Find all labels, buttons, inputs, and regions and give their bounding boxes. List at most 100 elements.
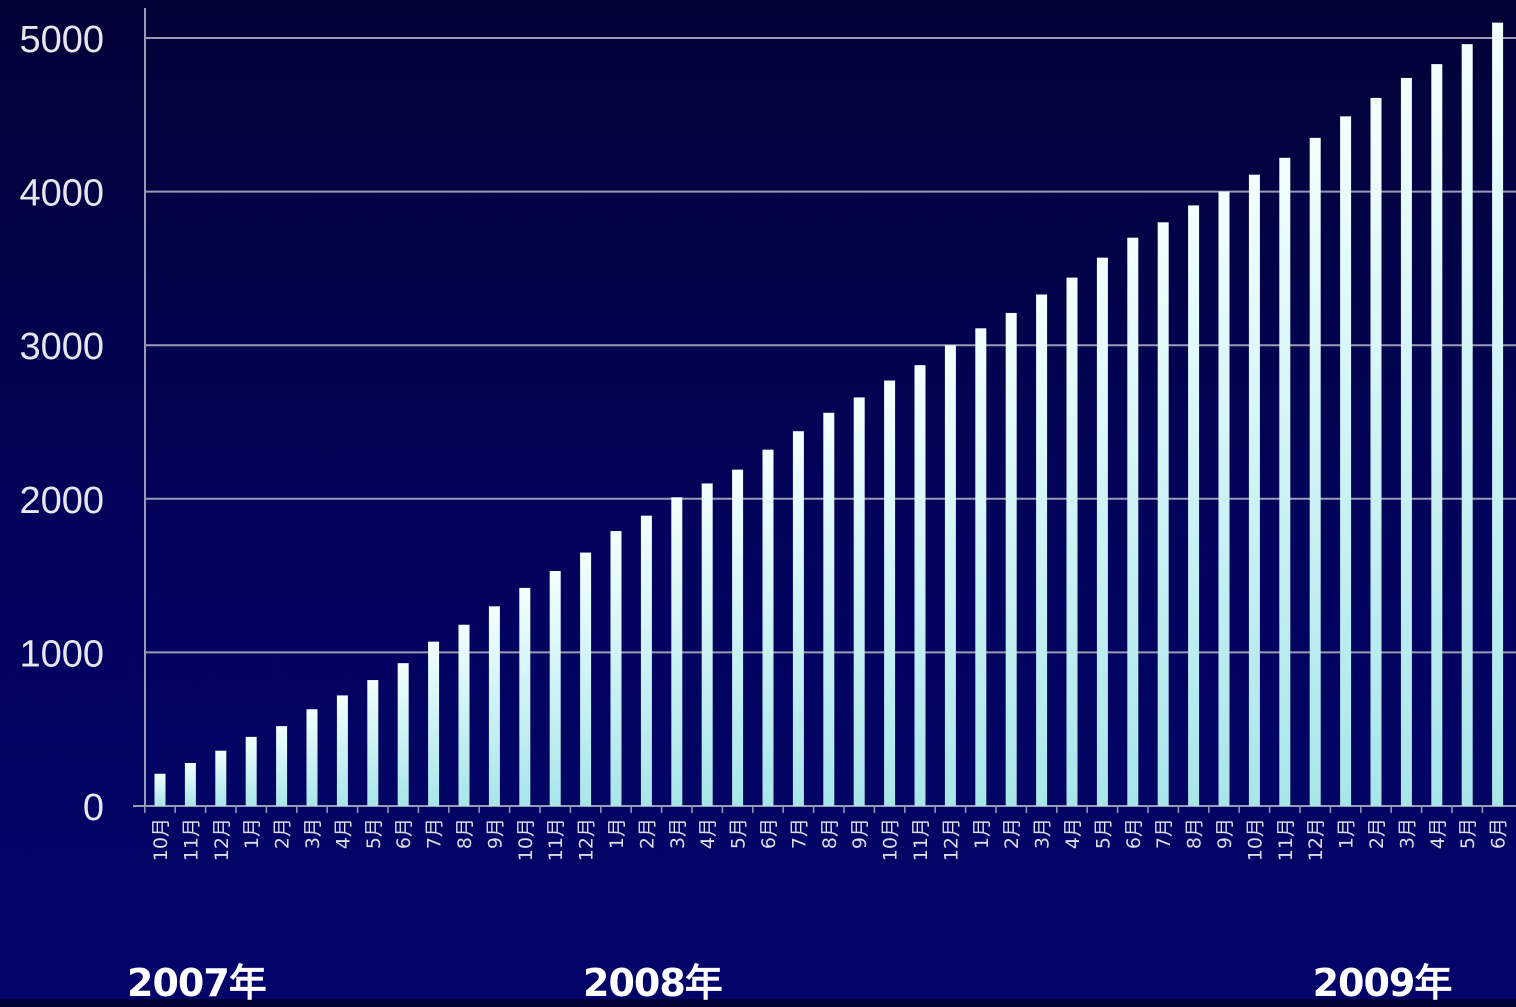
bar [610, 531, 622, 806]
bar [701, 483, 713, 806]
y-tick-label: 4000 [19, 173, 104, 215]
x-tick-label: 12月 [940, 818, 962, 861]
bar [276, 726, 288, 806]
x-tick-label: 11月 [180, 818, 202, 861]
x-tick-label: 10月 [150, 818, 172, 861]
x-tick-label: 5月 [1457, 818, 1479, 849]
x-tick-label: 7月 [424, 818, 446, 849]
bar [762, 449, 774, 806]
bar [1157, 222, 1169, 806]
y-tick-label: 0 [83, 787, 104, 829]
bar [944, 345, 956, 806]
x-tick-label: 4月 [697, 818, 719, 849]
x-tick-label: 11月 [910, 818, 932, 861]
x-tick-label: 1月 [241, 818, 263, 849]
y-tick-label: 1000 [19, 633, 104, 675]
x-tick-label: 11月 [545, 818, 567, 861]
x-tick-label: 8月 [454, 818, 476, 849]
bar [154, 773, 166, 806]
x-tick-label: 5月 [1092, 818, 1114, 849]
x-tick-label: 12月 [1305, 818, 1327, 861]
bar [245, 736, 257, 806]
bar [519, 587, 531, 806]
bar [1218, 191, 1230, 807]
x-tick-label: 6月 [758, 818, 780, 849]
y-tick-labels: 0 1000 2000 3000 4000 5000 [19, 19, 104, 829]
x-tick-label: 12月 [576, 818, 598, 861]
bar [732, 469, 744, 806]
bar [367, 680, 379, 806]
bar [1370, 97, 1382, 807]
bar [975, 328, 987, 806]
bar [1096, 257, 1108, 806]
x-tick-label: 2月 [272, 818, 294, 849]
x-tick-label: 3月 [667, 818, 689, 849]
x-tick-label: 10月 [515, 818, 537, 861]
x-tick-label: 1月 [1336, 818, 1358, 849]
x-tick-label: 10月 [1244, 818, 1266, 861]
x-tick-label: 3月 [1032, 818, 1054, 849]
x-tick-label: 7月 [1153, 818, 1175, 849]
bar [336, 695, 348, 806]
x-tick-label: 3月 [302, 818, 324, 849]
bar [397, 663, 409, 806]
y-tick-label: 5000 [19, 19, 104, 61]
bar [1188, 205, 1200, 806]
bar [580, 552, 592, 806]
x-tick-label: 8月 [1184, 818, 1206, 849]
bar [488, 606, 500, 806]
y-tick-label: 3000 [19, 326, 104, 368]
bar [853, 397, 865, 806]
bar [1492, 22, 1504, 806]
bar [215, 750, 227, 806]
x-tick-label: 4月 [332, 818, 354, 849]
x-tick-label: 9月 [1214, 818, 1236, 849]
x-tick-label: 2月 [1366, 818, 1388, 849]
x-tick-label: 6月 [1488, 818, 1510, 849]
x-tick-label: 5月 [728, 818, 750, 849]
bar [823, 412, 835, 806]
x-tick-label: 1月 [971, 818, 993, 849]
x-tick-label: 2月 [636, 818, 658, 849]
bar [640, 515, 652, 806]
bar [1066, 277, 1078, 807]
bar [1340, 116, 1352, 806]
bar [458, 624, 470, 806]
bar [792, 431, 804, 806]
x-tick-label: 11月 [1275, 818, 1297, 861]
bar [1036, 294, 1048, 806]
x-tick-label: 6月 [1123, 818, 1145, 849]
x-tick-label: 7月 [788, 818, 810, 849]
y-tick-label: 2000 [19, 480, 104, 522]
x-tick-label: 4月 [1062, 818, 1084, 849]
x-tick-label: 9月 [849, 818, 871, 849]
bar [1127, 237, 1139, 806]
bar [428, 641, 440, 806]
bar [184, 762, 196, 806]
bar [306, 709, 318, 806]
bar [1400, 77, 1412, 807]
x-tick-label: 4月 [1427, 818, 1449, 849]
bar [1279, 157, 1291, 807]
year-label: 2007年 [127, 961, 267, 1005]
x-tick-label: 2月 [1001, 818, 1023, 849]
bar [1248, 174, 1260, 807]
x-tick-labels: 10月 11月 12月 1月 2月 3月 4月 5月 6月 7月 8月 9月 10月 11月 12月 1月 2月… [150, 818, 1510, 861]
x-tick-label: 8月 [819, 818, 841, 849]
x-tick-label: 1月 [606, 818, 628, 849]
x-tick-label: 9月 [484, 818, 506, 849]
x-tick-label: 3月 [1396, 818, 1418, 849]
bar [1005, 312, 1017, 806]
x-tick-label: 10月 [880, 818, 902, 861]
x-tick-label: 12月 [211, 818, 233, 861]
bar [914, 365, 926, 806]
bar [671, 497, 683, 806]
x-tick-label: 5月 [363, 818, 385, 849]
bar [1461, 44, 1473, 807]
bar [549, 570, 561, 806]
year-label: 2008年 [583, 961, 723, 1005]
bar [1309, 137, 1321, 807]
year-label: 2009年 [1312, 961, 1453, 1005]
